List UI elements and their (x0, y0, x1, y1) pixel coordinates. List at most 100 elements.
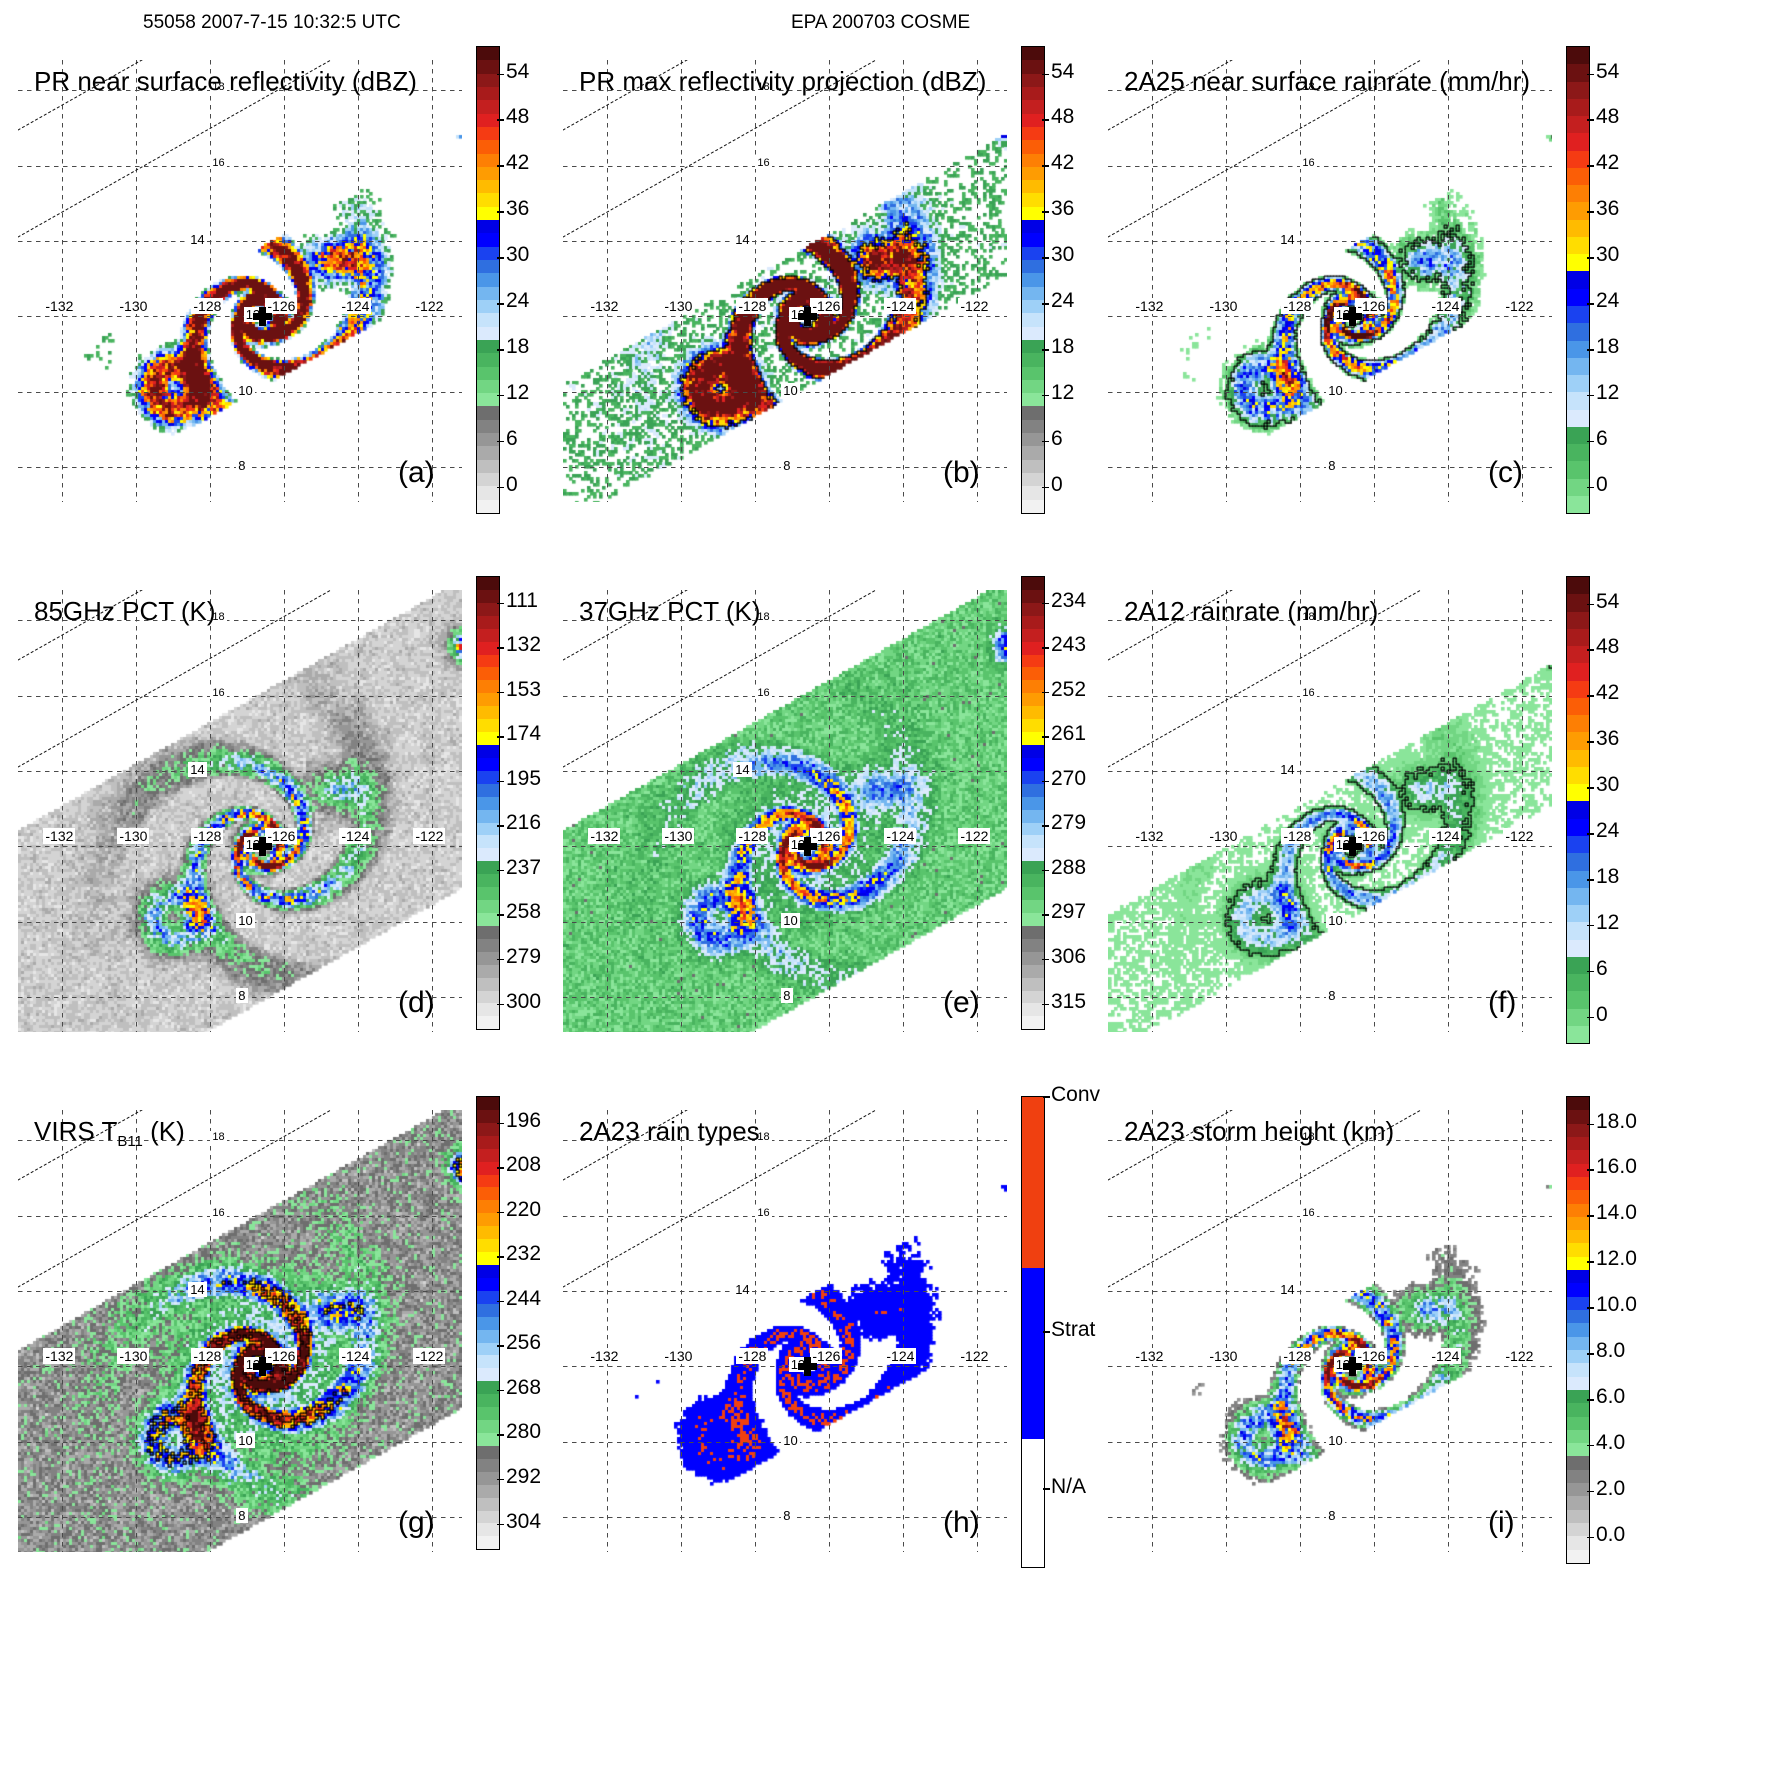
colorbar-segment-2 (477, 73, 499, 87)
colorbar-segment-2 (477, 1122, 499, 1136)
colorbar-segment-33 (477, 486, 499, 500)
panel-label-h: (h) (943, 1506, 980, 1539)
lon-tick-label--122: -122 (958, 828, 991, 845)
lon-tick-label--126: -126 (265, 828, 298, 845)
colorbar-segment-13 (477, 744, 499, 758)
colorbar-tick-label-e-2: 252 (1051, 677, 1087, 701)
lon-tick-label--124: -124 (884, 1348, 917, 1365)
gridline-lat-12 (1108, 846, 1552, 847)
colorbar-a (476, 46, 500, 514)
colorbar-segment-17 (1567, 340, 1589, 358)
colorbar-segment-17 (477, 1316, 499, 1330)
colorbar-segment-16 (477, 260, 499, 274)
colorbar-segment-23 (1567, 974, 1589, 992)
colorbar-tick-a-6 (497, 349, 504, 351)
colorbar-segment-3 (1567, 98, 1589, 117)
colorbar-tick-f-1 (1587, 649, 1594, 651)
gridline-lon--124 (903, 590, 904, 1032)
colorbar-tick-label-b-1: 48 (1051, 105, 1075, 129)
plot-area-d: -132 -130 -128 -126 -124 -122 18 16 14 12 10 8 (18, 590, 462, 1032)
gridline-lon--122 (977, 1110, 978, 1552)
colorbar-segment-30 (477, 1484, 499, 1498)
colorbar-segment-17 (1022, 796, 1044, 810)
colorbar-tick-b-7 (1042, 394, 1049, 397)
colorbar-tick-label-d-6: 237 (506, 855, 542, 879)
colorbar-segment-9 (1567, 1216, 1589, 1231)
colorbar-tick-label-b-6: 18 (1051, 335, 1075, 358)
colorbar-segment-11 (1567, 236, 1589, 255)
colorbar-tick-e-5 (1042, 825, 1049, 827)
colorbar-segment-13 (477, 220, 499, 234)
gridline-lon--130 (1226, 590, 1227, 1032)
panel-label-c: (c) (1488, 456, 1523, 489)
colorbar-tick-c-5 (1587, 303, 1594, 305)
colorbar-segment-27 (477, 406, 499, 420)
gridline-lat-18 (18, 90, 462, 91)
colorbar-tick-b-4 (1042, 257, 1049, 259)
gridline-lon--128 (1300, 590, 1301, 1032)
colorbar-segment-25 (1567, 1429, 1589, 1444)
colorbar-tick-label-g-6: 268 (506, 1375, 542, 1399)
colorbar-tick-e-1 (1042, 647, 1049, 649)
gridline-lon--124 (358, 1110, 359, 1552)
lat-tick-label-8: 8 (1326, 988, 1338, 1004)
colorbar-tick-g-9 (497, 1523, 504, 1525)
colorbar-segment-3 (1022, 86, 1044, 101)
gridline-lon--130 (136, 60, 137, 502)
colorbar-segment-26 (477, 912, 499, 926)
colorbar-segment-6 (1022, 126, 1044, 141)
colorbar-tick-label-d-7: 258 (506, 900, 542, 924)
gridline-lon--126 (829, 60, 830, 502)
colorbar-tick-label-g-0: 196 (506, 1108, 542, 1132)
colorbar-segment-13 (1022, 744, 1044, 758)
gridline-lat-12 (563, 1366, 1007, 1367)
colorbar-segment-17 (1567, 1323, 1589, 1337)
colorbar-tick-b-1 (1042, 119, 1049, 121)
colorbar-tick-i-9 (1587, 1536, 1594, 1539)
gridline-lon--130 (1226, 1110, 1227, 1552)
lon-tick-label--124: -124 (339, 298, 372, 315)
colorbar-segment-1 (1022, 60, 1044, 74)
colorbar-b (1021, 46, 1045, 514)
colorbar-tick-c-8 (1587, 440, 1594, 443)
colorbar-segment-32 (477, 990, 499, 1004)
colorbar-segment-33 (1022, 1003, 1044, 1017)
colorbar-segment-3 (477, 86, 499, 101)
colorbar-tick-f-5 (1587, 833, 1594, 835)
colorbar-tick-label-f-7: 12 (1596, 910, 1620, 934)
colorbar-tick-h-2 (1043, 1488, 1050, 1490)
panel-label-d: (d) (398, 986, 435, 1019)
colorbar-tick-label-c-3: 36 (1596, 197, 1620, 221)
colorbar-tick-g-2 (497, 1211, 504, 1214)
colorbar-tick-label-e-3: 261 (1051, 722, 1087, 746)
colorbar-segment-15 (1567, 305, 1589, 324)
data-field-g (18, 1110, 462, 1552)
lat-tick-label-14: 14 (733, 232, 752, 248)
plot-area-h: -132 -130 -128 -126 -124 -122 18 16 14 12 10 8 (563, 1110, 1007, 1552)
gridline-lon--132 (1152, 590, 1153, 1032)
colorbar-tick-label-i-3: 12.0 (1596, 1247, 1637, 1271)
colorbar-segment-29 (477, 433, 499, 447)
lon-tick-label--128: -128 (191, 1348, 224, 1365)
panel-a: -132 -130 -128 -126 -124 -122 18 16 14 12 10 8 PR ne… (0, 28, 558, 598)
lat-tick-label-10: 10 (236, 1432, 255, 1448)
colorbar-segment-8 (477, 153, 499, 167)
colorbar-c (1566, 46, 1590, 514)
colorbar-segment-20 (1567, 392, 1589, 410)
colorbar-segment-24 (477, 366, 499, 380)
colorbar-segment-20 (1022, 313, 1044, 327)
gridline-lat-14 (563, 241, 1007, 242)
lon-tick-label--128: -128 (736, 1348, 769, 1365)
colorbar-segment-32 (1567, 1523, 1589, 1537)
colorbar-segment-16 (477, 1303, 499, 1317)
colorbar-segment-34 (1022, 499, 1044, 513)
colorbar-tick-label-c-0: 54 (1596, 59, 1620, 83)
colorbar-segment-31 (1567, 1509, 1589, 1523)
colorbar-segment-19 (1567, 375, 1589, 393)
colorbar-tick-f-3 (1587, 741, 1594, 743)
colorbar-segment-29 (477, 951, 499, 965)
colorbar-tick-label-a-9: 0 (506, 472, 518, 496)
colorbar-segment-4 (1567, 116, 1589, 134)
colorbar-segment-27 (1022, 406, 1044, 420)
colorbar-tick-label-b-3: 36 (1051, 197, 1075, 221)
